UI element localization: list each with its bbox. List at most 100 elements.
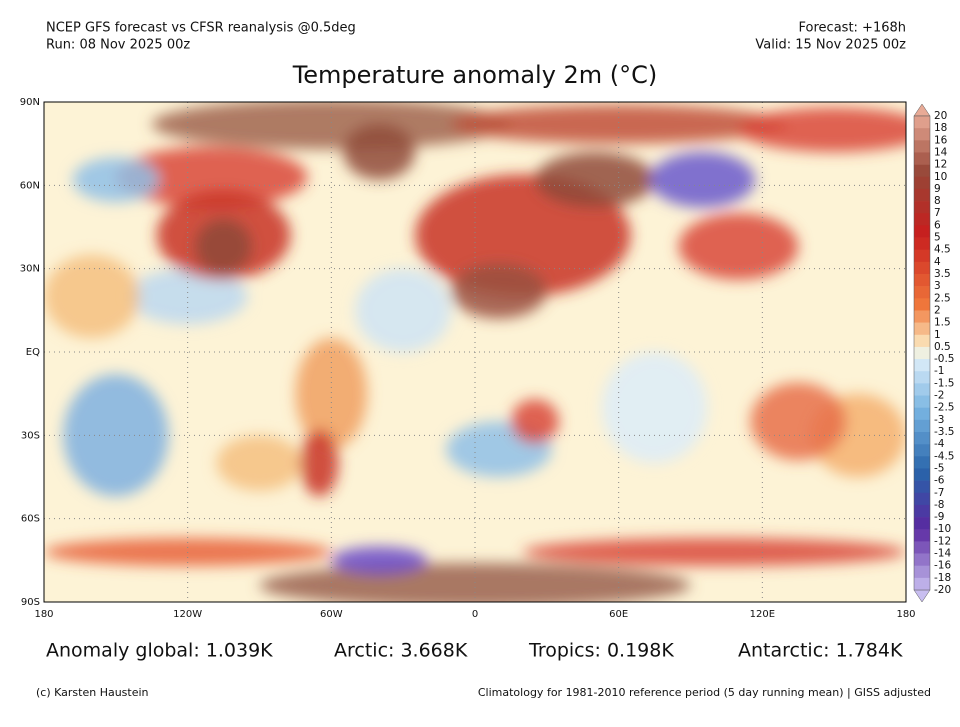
colorbar-label: -1 xyxy=(934,365,944,377)
latitude-label: 60N xyxy=(20,180,40,191)
anomaly-region xyxy=(343,124,416,180)
colorbar-label: 2.5 xyxy=(934,292,951,304)
anomaly-region xyxy=(355,268,452,353)
latitude-label: 90S xyxy=(21,597,40,608)
credit: (c) Karsten Haustein xyxy=(36,686,149,699)
colorbar-swatch xyxy=(914,456,930,469)
colorbar-swatch xyxy=(914,152,930,165)
colorbar-label: 20 xyxy=(934,110,947,122)
longitude-label: 120W xyxy=(173,609,202,620)
colorbar-swatch xyxy=(914,529,930,542)
colorbar-swatch xyxy=(914,237,930,250)
colorbar: 201816141210987654.543.532.521.510.5-0.5… xyxy=(913,103,955,603)
colorbar-swatch xyxy=(914,322,930,336)
anomaly-region xyxy=(649,152,756,208)
colorbar-swatch xyxy=(914,492,930,506)
colorbar-label: -1.5 xyxy=(934,377,955,389)
colorbar-label: 8 xyxy=(934,195,941,207)
longitude-label: 120E xyxy=(750,609,775,620)
forecast-hour: Forecast: +168h xyxy=(799,21,906,36)
longitude-label: 180 xyxy=(896,609,915,620)
anomaly-region xyxy=(194,218,253,275)
colorbar-label: 4 xyxy=(934,256,941,268)
anomaly-region xyxy=(534,152,655,208)
anomaly-region xyxy=(259,563,691,602)
colorbar-swatch xyxy=(914,541,930,554)
colorbar-swatch xyxy=(914,261,930,275)
colorbar-swatch xyxy=(914,468,930,481)
colorbar-label: 3.5 xyxy=(934,268,951,280)
colorbar-label: 6 xyxy=(934,219,941,231)
colorbar-label: -4 xyxy=(934,438,945,450)
longitude-label: 180 xyxy=(34,609,53,620)
colorbar-swatch xyxy=(914,407,930,421)
antarctic-anomaly: Antarctic: 1.784K xyxy=(738,640,903,662)
colorbar-swatch xyxy=(914,286,930,299)
anomaly-region xyxy=(115,146,308,208)
longitude-label: 60W xyxy=(320,609,343,620)
colorbar-swatch xyxy=(914,128,930,141)
graticule xyxy=(44,102,906,602)
anomaly-region xyxy=(451,104,787,144)
anomaly-region xyxy=(451,263,547,319)
colorbar-swatch xyxy=(914,188,930,202)
map-field xyxy=(44,102,906,602)
colorbar-label: -3 xyxy=(934,414,944,426)
colorbar-label: -10 xyxy=(934,523,951,535)
colorbar-label: 12 xyxy=(934,159,947,171)
global-anomaly: Anomaly global: 1.039K xyxy=(46,640,273,662)
colorbar-label: 9 xyxy=(934,183,941,195)
colorbar-swatch xyxy=(914,432,930,445)
colorbar-label: -5 xyxy=(934,462,944,474)
anomaly-region xyxy=(44,254,140,339)
map-title: Temperature anomaly 2m (°C) xyxy=(292,61,658,89)
colorbar-cap xyxy=(913,589,931,603)
colorbar-label: -12 xyxy=(934,535,951,547)
colorbar-swatch xyxy=(914,383,930,396)
anomaly-region xyxy=(295,338,368,450)
anomaly-region xyxy=(510,399,559,444)
colorbar-label: -14 xyxy=(934,548,951,560)
anomaly-region xyxy=(738,107,906,152)
arctic-anomaly: Arctic: 3.668K xyxy=(334,640,468,662)
colorbar-swatch xyxy=(914,517,930,530)
colorbar-label: 10 xyxy=(934,171,947,183)
colorbar-label: 1.5 xyxy=(934,317,951,329)
climatology-note: Climatology for 1981-2010 reference peri… xyxy=(478,686,931,699)
anomaly-region xyxy=(331,546,428,575)
valid-time: Valid: 15 Nov 2025 00z xyxy=(755,38,906,53)
colorbar-swatch xyxy=(914,225,930,238)
colorbar-swatch xyxy=(914,140,930,153)
colorbar-label: -2.5 xyxy=(934,402,955,414)
colorbar-label: -2 xyxy=(934,390,944,402)
anomaly-region xyxy=(151,102,511,150)
anomaly-region xyxy=(216,435,303,491)
latitude-label: 60S xyxy=(21,514,40,525)
run-time: Run: 08 Nov 2025 00z xyxy=(46,38,190,53)
colorbar-swatch xyxy=(914,577,930,591)
colorbar-swatch xyxy=(914,395,930,408)
colorbar-label: -20 xyxy=(934,584,951,596)
colorbar-frame xyxy=(913,115,931,591)
colorbar-swatch xyxy=(914,346,930,360)
colorbar-swatch xyxy=(914,371,930,384)
colorbar-label: 0.5 xyxy=(934,341,951,353)
colorbar-swatch xyxy=(914,359,930,372)
colorbar-label: -0.5 xyxy=(934,353,955,365)
anomaly-region xyxy=(522,538,906,566)
colorbar-swatch xyxy=(914,334,930,348)
colorbar-swatch xyxy=(914,504,930,518)
colorbar-label: 2 xyxy=(934,304,941,316)
latitude-label: EQ xyxy=(26,347,40,358)
anomaly-region xyxy=(63,374,169,497)
tropics-anomaly: Tropics: 0.198K xyxy=(528,640,674,662)
latitude-label: 90N xyxy=(20,97,40,108)
latitude-label: 30S xyxy=(21,430,40,441)
colorbar-label: 1 xyxy=(934,329,941,341)
anomaly-region xyxy=(72,157,159,202)
colorbar-label: -16 xyxy=(934,560,951,572)
longitude-label: 0 xyxy=(472,609,478,620)
